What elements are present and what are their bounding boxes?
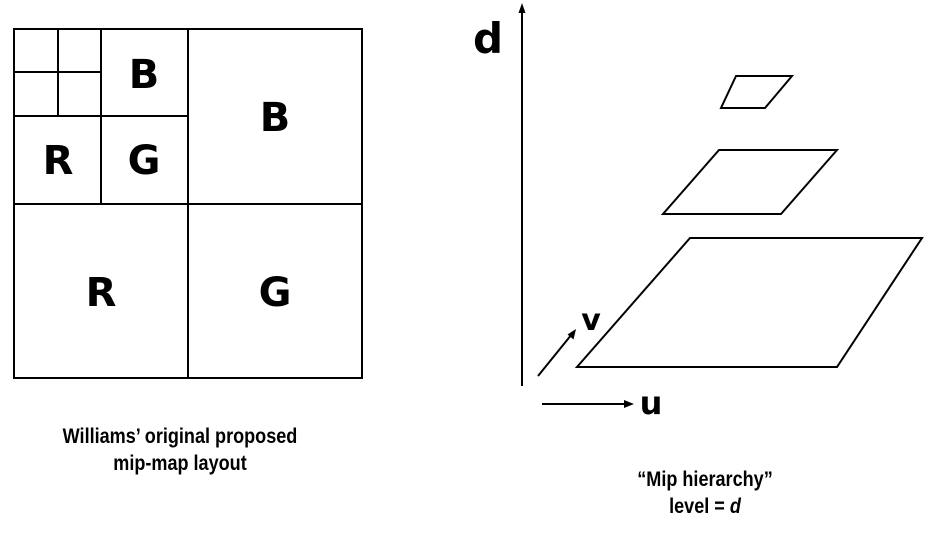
cell-label-large-r: R (86, 270, 117, 316)
v-axis-arrow (537, 329, 576, 377)
level-equals-text: level = (669, 495, 730, 518)
mip-level-1 (660, 149, 840, 215)
d-axis-arrowhead (518, 3, 526, 13)
u-axis-arrow (542, 400, 634, 408)
mip-level-2 (719, 75, 795, 109)
cell-label-small-b: B (129, 52, 160, 98)
mip-hierarchy-caption: “Mip hierarchy” level = d (598, 466, 813, 520)
d-axis-label: d (473, 14, 503, 63)
mipmap-layout-caption-line2: mip-map layout (113, 452, 247, 475)
mip-hierarchy-caption-line2: level = d (598, 493, 813, 520)
mipmap-layout-caption: Williams’ original proposed mip-map layo… (25, 423, 335, 477)
cell-label-small-r: R (43, 138, 74, 184)
mip-level-0 (574, 237, 924, 368)
u-axis-label: u (640, 384, 663, 422)
u-arrow-head (624, 400, 634, 408)
level-d-variable: d (729, 495, 741, 518)
mip-levels (574, 75, 924, 368)
cell-label-large-b: B (260, 95, 291, 141)
v-arrow-line (537, 333, 573, 377)
v-arrow-head (567, 329, 576, 340)
v-axis-label: v (581, 303, 601, 338)
mipmap-layout-caption-line1: Williams’ original proposed (62, 425, 298, 448)
d-axis (518, 3, 526, 386)
cell-label-small-g: G (128, 138, 161, 184)
mip-hierarchy-caption-line1: “Mip hierarchy” (637, 468, 773, 491)
cell-label-large-g: G (259, 270, 292, 316)
mipmap-layout-grid (13, 28, 363, 379)
